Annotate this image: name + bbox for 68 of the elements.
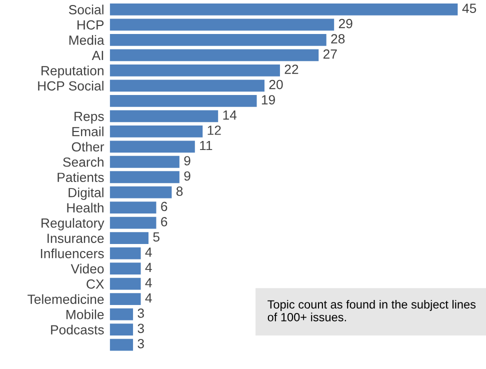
bar	[110, 80, 264, 92]
data-label: 19	[262, 95, 275, 104]
y-tick-label: Podcasts	[51, 324, 104, 334]
annotation: Topic count as found in the subject lines of 100+ issues.	[268, 300, 476, 322]
bar	[110, 202, 156, 214]
y-tick-label: CX	[86, 279, 104, 289]
data-label: 8	[176, 186, 183, 196]
data-label: 9	[184, 156, 190, 166]
bar	[110, 125, 203, 138]
y-tick-label: Reps	[74, 112, 104, 124]
data-label: 22	[284, 64, 298, 74]
y-tick-label: Reputation	[42, 66, 104, 78]
data-label: 45	[462, 4, 476, 14]
bar	[110, 18, 334, 31]
data-label: 6	[161, 202, 168, 212]
bar	[110, 140, 195, 153]
y-tick-label: Telemedicine	[28, 294, 104, 304]
bar	[110, 338, 134, 351]
y-tick-label: Search	[63, 157, 104, 167]
data-label: 29	[338, 18, 352, 28]
bar	[110, 247, 141, 260]
data-label: 9	[184, 171, 190, 181]
bar	[110, 156, 180, 168]
bar	[110, 216, 156, 229]
y-tick-label: Mobile	[66, 310, 104, 320]
y-tick-label: Influencers	[40, 248, 104, 258]
bar	[110, 232, 148, 244]
bar	[110, 186, 172, 198]
y-tick-label: Other	[72, 142, 104, 152]
bar	[110, 278, 141, 290]
data-label: 3	[138, 338, 144, 348]
y-tick-label: Social	[68, 4, 104, 14]
data-label: 6	[161, 217, 168, 226]
y-tick-label: AI	[92, 50, 104, 60]
bar	[110, 64, 280, 76]
bar	[110, 94, 257, 107]
bar	[110, 4, 458, 16]
data-label: 4	[145, 293, 152, 302]
bar	[110, 34, 326, 46]
data-label: 12	[208, 126, 221, 135]
y-tick-label: Media	[69, 35, 104, 45]
data-label: 5	[153, 232, 160, 242]
bar	[110, 293, 141, 305]
data-label: 11	[200, 140, 212, 150]
data-label: 4	[145, 278, 152, 288]
y-tick-label: Digital	[68, 188, 104, 200]
bar	[110, 171, 180, 184]
bar	[110, 308, 134, 320]
bar	[110, 49, 319, 62]
data-label: 27	[323, 49, 337, 59]
data-label: 14	[223, 110, 237, 120]
data-label: 28	[331, 34, 345, 44]
y-tick-label: HCP Social	[38, 80, 104, 91]
y-tick-label: Insurance	[48, 234, 104, 243]
y-tick-label: Health	[67, 202, 104, 213]
y-tick-label: Video	[70, 264, 104, 274]
y-tick-label: Regulatory	[42, 218, 104, 230]
data-label: 4	[145, 262, 152, 272]
data-label: 4	[145, 248, 152, 257]
data-label: 20	[269, 80, 283, 90]
bar	[110, 262, 141, 275]
y-tick-label: HCP	[78, 20, 104, 30]
bar	[110, 324, 134, 336]
data-label: 3	[138, 324, 144, 334]
y-tick-label: Email	[72, 126, 104, 136]
data-label: 3	[138, 308, 144, 318]
bar	[110, 110, 218, 122]
y-tick-label: Patients	[58, 172, 104, 182]
